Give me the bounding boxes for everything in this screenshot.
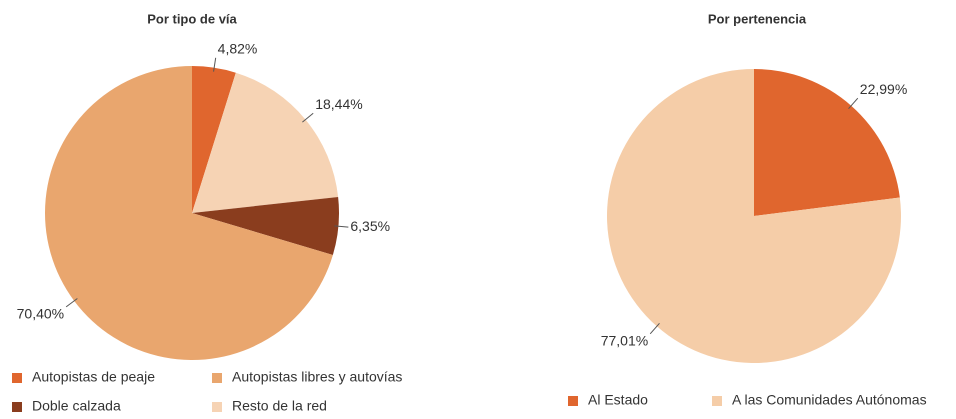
leader-line [649,322,660,335]
legend-label: Resto de la red [232,398,327,414]
leader-line [334,225,349,228]
chart-title: Por pertenencia [708,11,807,26]
pie-slice [192,196,339,255]
legend-swatch [712,396,722,406]
chart-title: Por tipo de vía [147,11,237,26]
legend-swatch [568,396,578,406]
legend-label: Al Estado [588,392,648,408]
data-label: 70,40% [17,306,64,322]
pie-slice [754,69,900,216]
pie-slice [607,69,902,364]
pie-slice [192,66,236,213]
legend-label: Autopistas de peaje [32,369,155,385]
legend-swatch [212,402,222,412]
legend-swatch [12,373,22,383]
legend-swatch [212,373,222,383]
pie-slice [192,72,339,213]
data-label: 77,01% [601,333,648,349]
data-label: 4,82% [218,40,258,56]
leader-line [213,57,217,72]
legend-label: Autopistas libres y autovías [232,369,402,385]
pie-slice [44,66,333,360]
legend-swatch [12,402,22,412]
data-label: 6,35% [350,218,390,234]
leader-line [65,298,78,308]
leader-line [302,112,314,123]
legend-label: Doble calzada [32,398,121,414]
data-label: 22,99% [860,81,907,97]
leader-line [848,97,859,110]
legend-label: A las Comunidades Autónomas [732,392,927,408]
data-label: 18,44% [315,96,362,112]
